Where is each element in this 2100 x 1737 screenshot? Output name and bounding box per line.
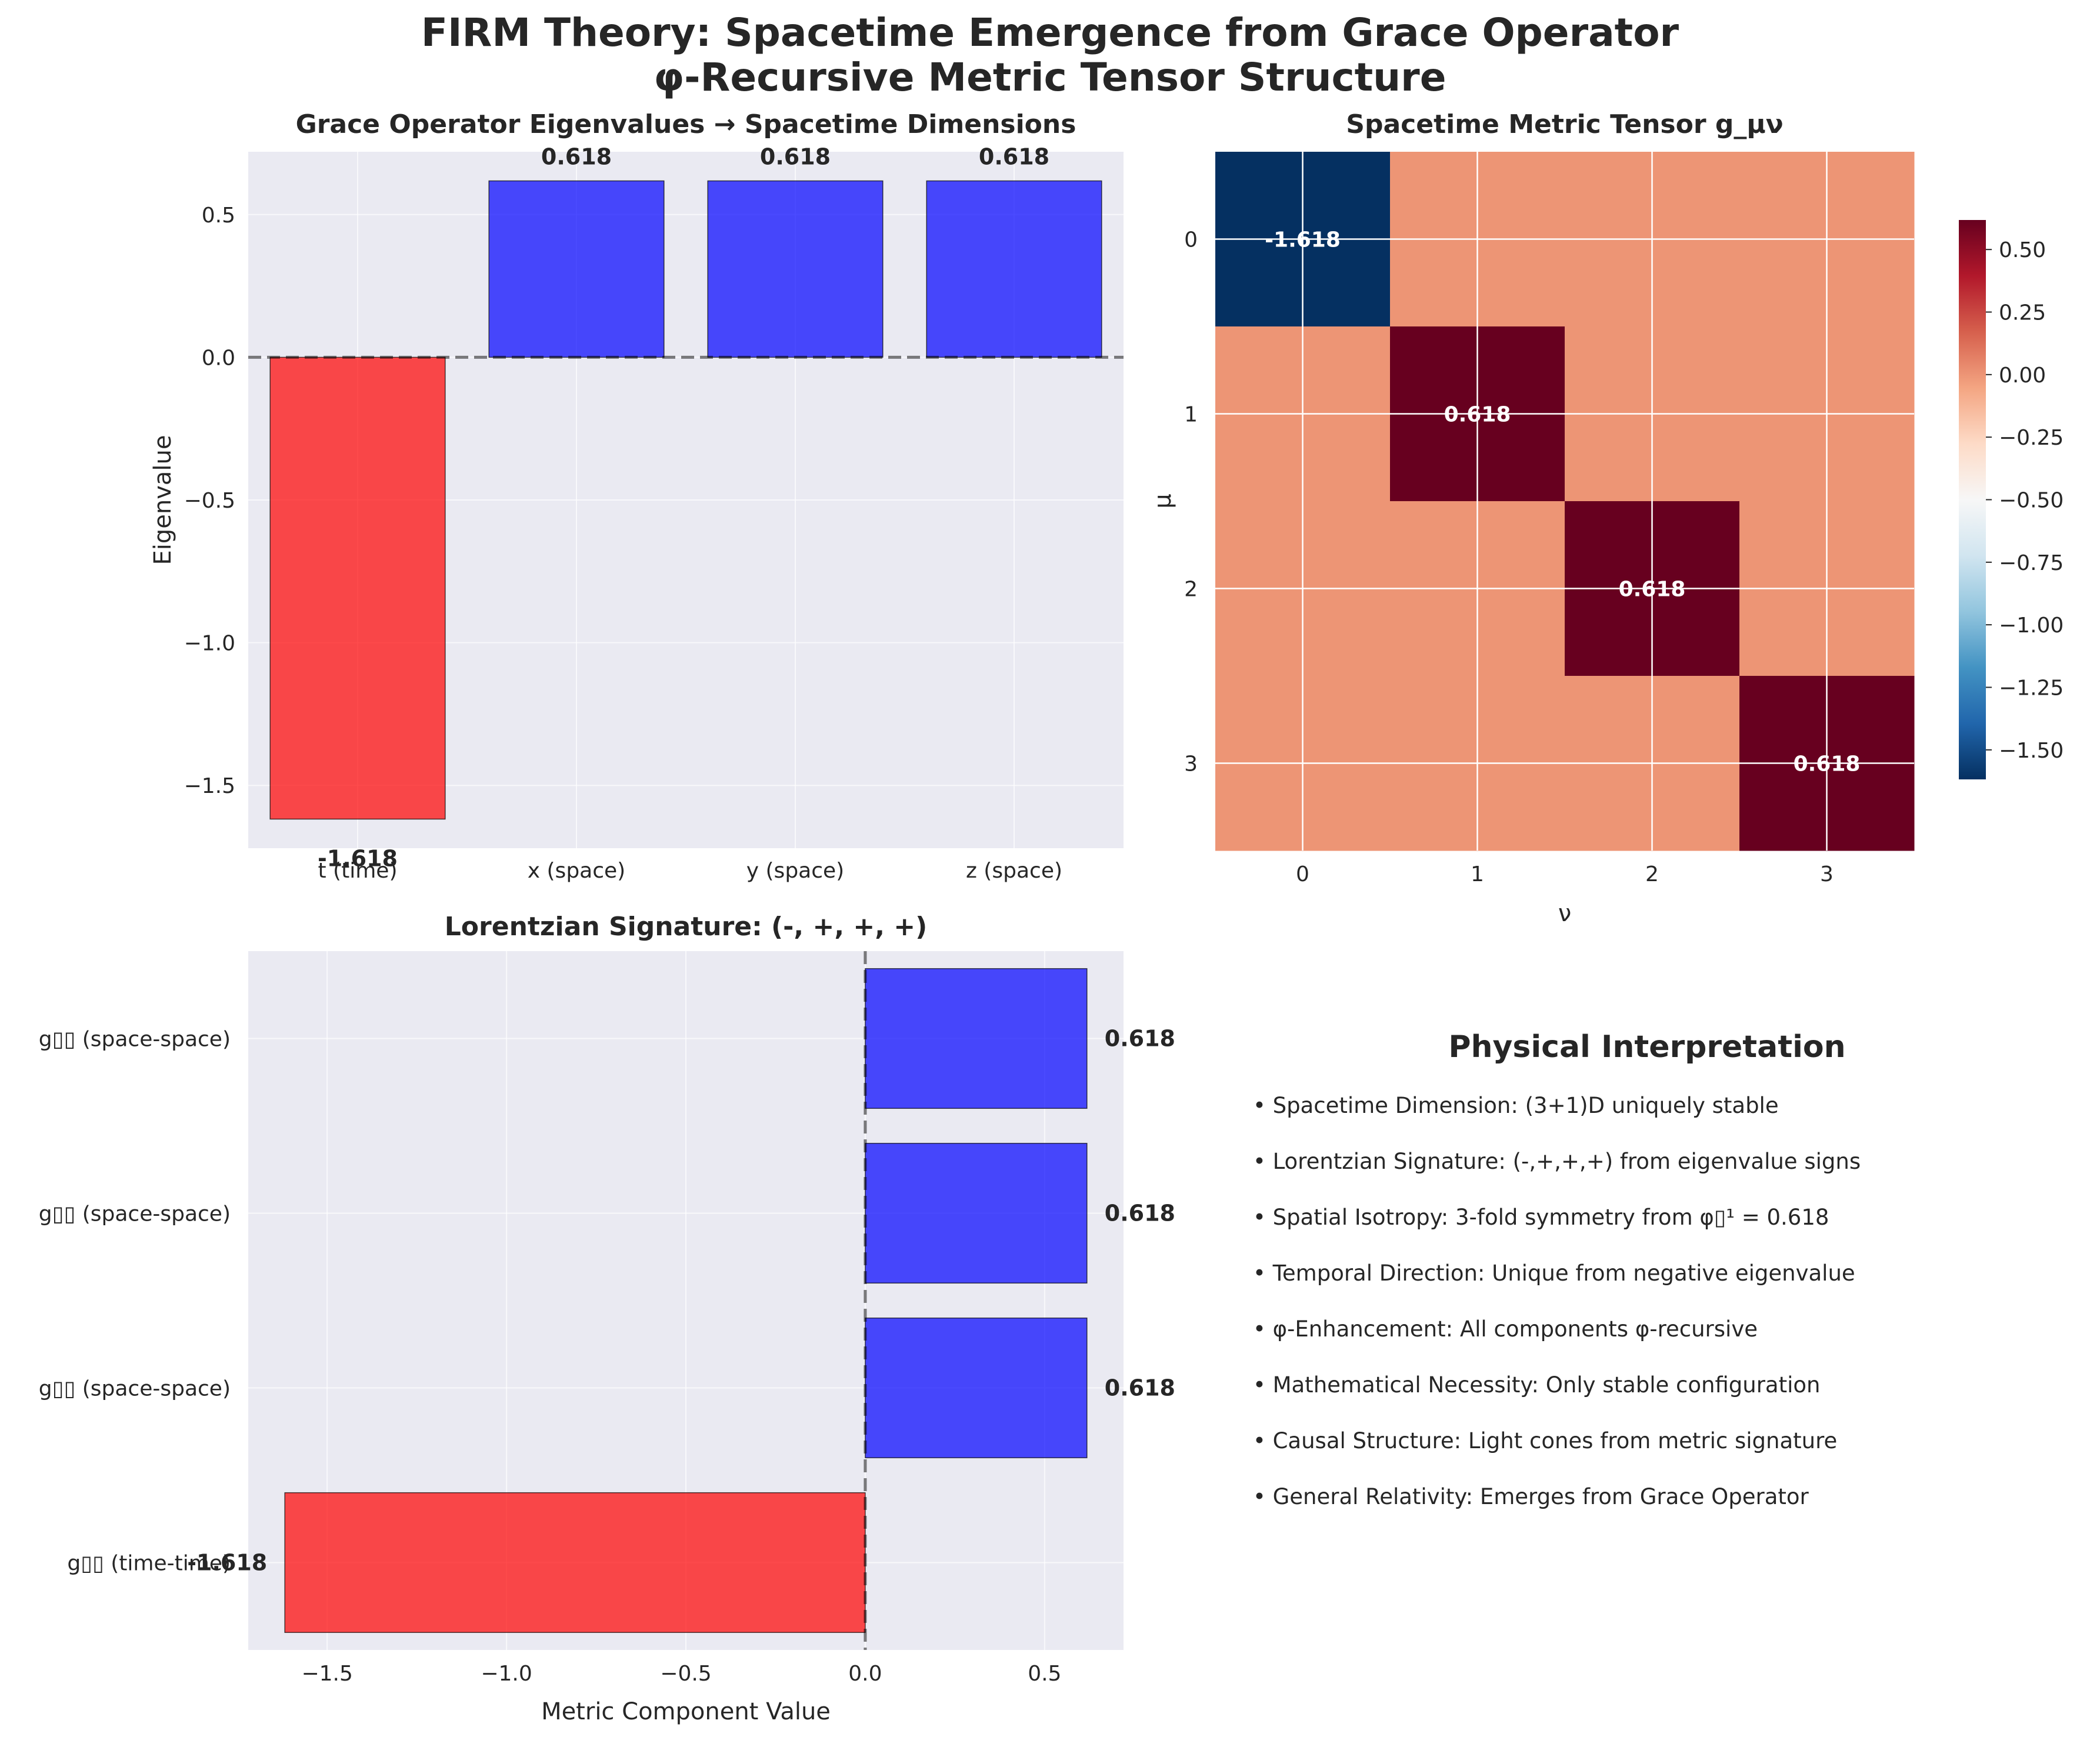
bar-value-label: 0.618	[760, 144, 831, 169]
y-tick-label: 0.0	[202, 346, 235, 370]
x-tick-label: 0	[1296, 862, 1309, 886]
bar-value-label: 0.618	[1105, 1026, 1175, 1052]
interpretation-item: • φ-Enhancement: All components φ-recurs…	[1253, 1316, 1758, 1342]
interpretation-item: • Causal Structure: Light cones from met…	[1253, 1428, 1838, 1453]
y-tick-label: g▯▯ (time-time)	[67, 1552, 231, 1576]
x-tick-label: 2	[1645, 862, 1659, 886]
x-tick-label: −1.5	[301, 1662, 352, 1686]
colorbar-tick-label: −1.50	[1999, 739, 2064, 763]
interpretation-item: • Spatial Isotropy: 3-fold symmetry from…	[1253, 1205, 1829, 1230]
bar-value-label: 0.618	[1105, 1201, 1175, 1226]
interpretation-item: • Temporal Direction: Unique from negati…	[1253, 1261, 1855, 1286]
signature-bar-chart: −1.5 −1.0 −0.5 0.0 0.5 g▯▯ (time-time) g▯▯ (sp…	[39, 912, 1175, 1725]
colorbar-tick-label: 0.50	[1999, 238, 2046, 262]
bar-value-label: -1.618	[187, 1550, 267, 1576]
heatmap-cell-label: 0.618	[1619, 578, 1686, 602]
bar	[865, 968, 1088, 1109]
bar-value-label: 0.618	[979, 144, 1049, 169]
x-tick-label: 0.5	[1028, 1662, 1061, 1686]
y-tick-label: g▯▯ (space-space)	[39, 1028, 231, 1052]
metric-heatmap: 0 0 1 1 2 2 3 3 -1.618 0.618 0.618 0.618 Spacetime M…	[1149, 109, 2064, 927]
bar-value-label: -1.618	[318, 846, 398, 872]
x-tick-label: −0.5	[660, 1662, 711, 1686]
y-tick-label: −1.0	[184, 632, 235, 656]
figure-title-line-2: φ-Recursive Metric Tensor Structure	[654, 55, 1446, 100]
panel-title: Lorentzian Signature: (-, +, +, +)	[445, 912, 927, 942]
colorbar-tick-label: −0.75	[1999, 551, 2064, 575]
bar	[269, 356, 446, 820]
y-tick-label: 2	[1184, 578, 1198, 602]
y-axis-label: μ	[1149, 494, 1176, 508]
x-tick-label: t (time)	[318, 859, 398, 883]
x-axis-label: ν	[1558, 900, 1571, 927]
interpretation-item: • Mathematical Necessity: Only stable co…	[1253, 1372, 1821, 1398]
bar	[926, 180, 1102, 358]
panel-title: Grace Operator Eigenvalues → Spacetime D…	[296, 109, 1076, 139]
bar-value-label: 0.618	[541, 144, 612, 169]
bar-value-label: 0.618	[1105, 1375, 1175, 1401]
colorbar-tick-label: −0.25	[1999, 426, 2064, 450]
bar	[488, 180, 665, 358]
y-tick-label: g▯▯ (space-space)	[39, 1202, 231, 1226]
y-tick-label: 3	[1184, 752, 1198, 776]
y-tick-label: −1.5	[184, 774, 235, 798]
y-tick-label: −0.5	[184, 489, 235, 513]
colorbar-tick-label: 0.25	[1999, 301, 2046, 325]
interpretation-title: Physical Interpretation	[1448, 1029, 1846, 1065]
colorbar-tick-label: −1.25	[1999, 676, 2064, 700]
x-tick-label: x (space)	[528, 859, 625, 883]
interpretation-item: • Lorentzian Signature: (-,+,+,+) from e…	[1253, 1149, 1861, 1174]
y-tick-label: g▯▯ (space-space)	[39, 1377, 231, 1401]
x-tick-label: 3	[1820, 862, 1834, 886]
figure-title-line-1: FIRM Theory: Spacetime Emergence from Gr…	[421, 10, 1679, 55]
x-tick-label: −1.0	[481, 1662, 532, 1686]
bar	[865, 1317, 1088, 1459]
y-tick-label: 1	[1184, 403, 1198, 427]
bar	[707, 180, 884, 358]
heatmap-cell-label: -1.618	[1265, 228, 1341, 252]
physical-interpretation-panel: Physical Interpretation • Spacetime Dime…	[1253, 1029, 2065, 1540]
figure-title: FIRM Theory: Spacetime Emergence from Gr…	[0, 11, 2100, 100]
bar	[284, 1492, 866, 1633]
y-axis-label: Eigenvalue	[149, 435, 176, 565]
x-tick-label: y (space)	[746, 859, 844, 883]
colorbar-tick-label: −0.50	[1999, 489, 2064, 513]
panel-title: Spacetime Metric Tensor g_μν	[1346, 109, 1783, 139]
interpretation-item: • Spacetime Dimension: (3+1)D uniquely s…	[1253, 1093, 1779, 1118]
colorbar	[1959, 220, 1986, 779]
y-tick-label: 0.5	[202, 204, 235, 228]
y-tick-label: 0	[1184, 228, 1198, 252]
bar	[865, 1142, 1088, 1284]
heatmap-cell-label: 0.618	[1444, 403, 1511, 427]
colorbar-tick-label: −1.00	[1999, 614, 2064, 638]
interpretation-item: • General Relativity: Emerges from Grace…	[1253, 1484, 1809, 1509]
colorbar-tick-label: 0.00	[1999, 364, 2046, 388]
x-axis-label: Metric Component Value	[541, 1698, 831, 1725]
x-tick-label: 0.0	[848, 1662, 882, 1686]
x-tick-label: 1	[1471, 862, 1484, 886]
x-tick-label: z (space)	[966, 859, 1062, 883]
heatmap-cell-label: 0.618	[1794, 752, 1861, 776]
